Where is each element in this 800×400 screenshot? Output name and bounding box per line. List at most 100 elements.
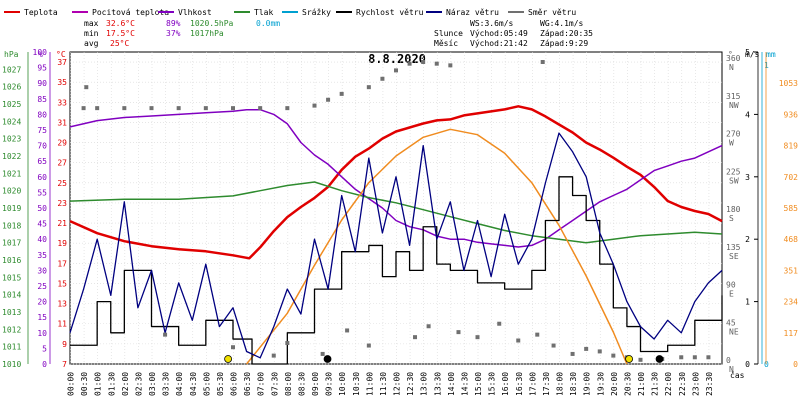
temperature-tick: 23 [57, 199, 67, 208]
pressure-tick: 1014 [2, 291, 21, 300]
wind-dir-label: SW [729, 176, 739, 185]
x-tick-label: 04:30 [189, 372, 198, 396]
humidity-tick: 40 [37, 235, 47, 244]
x-tick-label: 23:30 [705, 372, 714, 396]
temperature-tick: 9 [62, 340, 67, 349]
legend-label: Náraz větru [446, 8, 499, 17]
pressure-tick: 1017 [2, 239, 21, 248]
sun-moon-block: WS:3.6m/s WG:4.1m/s Slunce Východ:05:49 … [434, 19, 593, 48]
x-tick-label: 05:00 [202, 372, 211, 396]
x-tick-label: 07:30 [270, 372, 279, 396]
wind-direction-dot [366, 343, 371, 348]
temperature-tick: 13 [57, 300, 67, 309]
x-tick-label: 01:30 [107, 372, 116, 396]
pressure-tick: 1012 [2, 325, 21, 334]
y-axes: 7911131517192123252729313335370510152025… [2, 48, 798, 374]
moonrise-time: Východ:21:42 [470, 39, 528, 48]
pressure-tick: 1021 [2, 169, 21, 178]
wind-direction-dot [421, 60, 426, 64]
wind-speed-unit: m/s [745, 50, 760, 59]
wind-direction-dot [380, 76, 385, 81]
wind-direction-dot [345, 328, 350, 333]
wind-dir-tick: 360 [726, 54, 741, 63]
wind-direction-dot [339, 91, 344, 96]
pressure-tick: 1026 [2, 83, 21, 92]
x-tick-label: 12:30 [406, 372, 415, 396]
solar-tick: 585 [784, 204, 799, 213]
legend-label: Pocitová teplota [92, 8, 169, 17]
x-axis: 00:00 00:30 01:00 01:30 02:00 02:30 03:00 03:30… [67, 372, 714, 396]
x-tick-label: 12:00 [393, 372, 402, 396]
wind-direction-dot [434, 61, 439, 66]
stats-min-hum: 37% [166, 29, 181, 38]
wind-direction-dot [597, 349, 602, 354]
wind-speed-tick: 5 [745, 48, 750, 57]
wind-direction-dot [231, 345, 235, 350]
humidity-tick: 85 [37, 95, 47, 104]
wind-direction-dot [84, 85, 89, 90]
humidity-tick: 35 [37, 251, 47, 260]
wind-direction-dot [163, 332, 168, 337]
x-tick-label: 01:00 [94, 372, 103, 396]
x-tick-label: 21:00 [637, 372, 646, 396]
wind-direction-dot [692, 355, 697, 360]
wind-direction-dot [497, 321, 502, 326]
legend-label: Vlhkost [178, 8, 212, 17]
wind-dir-label: S [729, 214, 734, 223]
marker-moonrise [655, 355, 664, 363]
x-tick-label: 15:00 [474, 372, 483, 396]
temperature-tick: 29 [57, 139, 67, 148]
x-tick-label: 14:30 [460, 372, 469, 396]
temperature-tick: 25 [57, 179, 67, 188]
solar-tick: 702 [784, 173, 799, 182]
temperature-unit: °C [56, 50, 66, 59]
legend-label: Srážky [302, 8, 331, 17]
solar-tick: 234 [784, 298, 799, 307]
humidity-tick: 0 [42, 360, 47, 369]
pressure-tick: 1016 [2, 256, 21, 265]
x-tick-label: 05:30 [216, 372, 225, 396]
x-tick-label: 09:30 [325, 372, 334, 396]
stats-max-temp: 32.6°C [106, 19, 135, 28]
x-tick-label: 22:00 [664, 372, 673, 396]
wind-direction-dot [149, 106, 154, 111]
wind-dir-label: W [729, 139, 734, 148]
marker-sunset [625, 355, 633, 363]
stats-max-hum: 89% [166, 19, 181, 28]
wind-dir-tick: 180 [726, 205, 741, 214]
wind-direction-dot [176, 106, 181, 111]
marker-moonset [323, 355, 332, 363]
sunrise-time: Východ:05:49 [470, 29, 528, 38]
wind-speed-tick: 0 [745, 360, 750, 369]
solar-tick: 117 [784, 329, 799, 338]
solar-tick: 936 [784, 110, 799, 119]
wind-dir-label: N [729, 63, 734, 72]
wind-direction-dot [95, 106, 100, 111]
series-line [69, 181, 723, 244]
stats-min-temp: 17.5°C [106, 29, 135, 38]
x-tick-label: 02:30 [134, 372, 143, 396]
temperature-tick: 7 [62, 360, 67, 369]
solar-tick: 351 [784, 266, 799, 275]
grid [69, 51, 723, 365]
x-tick-label: 03:00 [148, 372, 157, 396]
wind-direction-dot [535, 332, 540, 337]
wind-dir-label: NE [729, 327, 739, 336]
pressure-tick: 1018 [2, 221, 21, 230]
humidity-tick: 80 [37, 110, 47, 119]
wind-gust-info: WG:4.1m/s [540, 19, 584, 28]
wind-direction-dot [320, 351, 325, 356]
humidity-tick: 50 [37, 204, 47, 213]
temperature-tick: 17 [57, 259, 67, 268]
wind-direction-dot [285, 106, 290, 111]
temperature-tick: 27 [57, 159, 67, 168]
pressure-tick: 1025 [2, 100, 21, 109]
x-tick-label: 00:30 [80, 372, 89, 396]
x-tick-label: 10:00 [338, 372, 347, 396]
humidity-tick: 95 [37, 64, 47, 73]
x-tick-label: 20:00 [610, 372, 619, 396]
temperature-tick: 33 [57, 98, 67, 107]
x-tick-label: 13:00 [420, 372, 429, 396]
wind-direction-dot [611, 353, 616, 358]
wind-dir-unit: ° [728, 50, 733, 59]
